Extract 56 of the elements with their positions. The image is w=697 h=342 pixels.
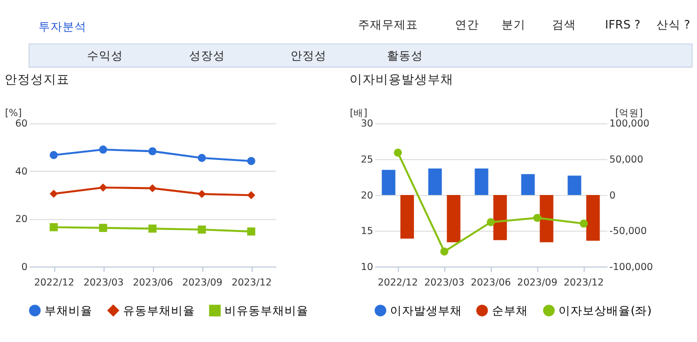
text: 검색 — [552, 17, 576, 32]
text: 투자분석 — [38, 19, 87, 34]
y2-tick-label: 0 — [609, 190, 616, 202]
bar — [446, 194, 460, 242]
legend-label: 비유동부채비율 — [224, 303, 309, 318]
y-tick-label: 15 — [360, 226, 374, 238]
x-tick-label: 2023/12 — [564, 277, 604, 288]
y2-tick-label: 50,000 — [609, 154, 644, 166]
x-tick-label: 2023/12 — [232, 277, 272, 288]
x-tick-label: 2022/12 — [378, 277, 418, 288]
bar — [474, 168, 488, 195]
bar — [568, 176, 582, 195]
text: 활동성 — [387, 48, 424, 62]
y-axis-title: [%] — [5, 108, 22, 120]
y-tick-label: 0 — [21, 262, 28, 273]
text: 분기 — [501, 17, 526, 32]
x-tick-label: 2023/03 — [83, 277, 124, 288]
text: 연간 — [454, 17, 479, 32]
x-tick-label: 2023/06 — [132, 277, 174, 288]
x-tick-label: 2022/12 — [34, 277, 74, 288]
y-tick-label: 60 — [15, 118, 28, 130]
text: IFRS ? — [605, 17, 640, 32]
y-tick-label: 30 — [360, 118, 374, 130]
bar — [540, 194, 554, 242]
y2-tick-label: -100,000 — [609, 262, 653, 273]
y2-tick-label: -50,000 — [609, 226, 647, 238]
text: 안정성 — [290, 48, 326, 62]
text: 성장성 — [188, 48, 225, 62]
y-tick-label: 20 — [360, 190, 374, 202]
text: 산식 ? — [656, 17, 690, 32]
bar — [382, 170, 396, 195]
bar — [428, 168, 442, 195]
y2-axis-title: [억원] — [615, 108, 643, 120]
legend-label: 순부채 — [492, 303, 528, 318]
legend-label: 부채비율 — [44, 303, 93, 318]
chart-title: 이자비용발생부채 — [350, 72, 454, 87]
x-tick-label: 2023/06 — [470, 277, 511, 288]
x-tick-label: 2023/03 — [424, 277, 464, 288]
y-axis-title: [배] — [350, 108, 368, 120]
text: 주재무제표 — [358, 17, 418, 32]
bar — [586, 194, 600, 241]
y-tick-label: 40 — [15, 166, 28, 178]
y-tick-label: 25 — [360, 154, 374, 166]
x-tick-label: 2023/09 — [517, 277, 558, 288]
legend-label: 이자보상배율(좌) — [558, 303, 652, 318]
bar — [521, 174, 535, 195]
y2-tick-label: 100,000 — [609, 118, 650, 130]
bar — [493, 194, 507, 240]
y-tick-label: 20 — [15, 214, 28, 226]
bar — [400, 194, 414, 239]
legend-label: 이자발생부채 — [390, 303, 462, 318]
x-tick-label: 2023/09 — [182, 277, 222, 288]
legend-label: 유동부채비율 — [122, 303, 195, 318]
text: 수익성 — [87, 48, 124, 62]
chart-title: 안정성지표 — [4, 72, 70, 87]
y-tick-label: 10 — [360, 262, 374, 273]
